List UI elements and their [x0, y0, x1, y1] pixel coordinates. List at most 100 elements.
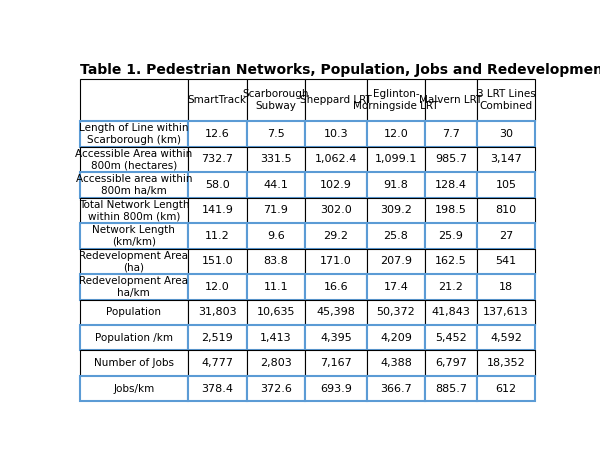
Bar [80, 325, 188, 350]
Text: Eglinton-
Morningside LRT: Eglinton- Morningside LRT [353, 89, 439, 111]
Bar [305, 147, 367, 172]
Text: 44.1: 44.1 [263, 180, 289, 190]
Text: Sheppard LRT: Sheppard LRT [300, 95, 372, 105]
Bar [80, 248, 188, 274]
Text: 31,803: 31,803 [198, 307, 236, 317]
Bar [188, 197, 247, 223]
Bar [188, 121, 247, 147]
Text: 541: 541 [496, 256, 517, 266]
Text: Network Length
(km/km): Network Length (km/km) [92, 225, 175, 247]
Text: 128.4: 128.4 [435, 180, 467, 190]
Text: 18: 18 [499, 282, 513, 292]
Text: Table 1. Pedestrian Networks, Population, Jobs and Redevelopment Opportunity: Table 1. Pedestrian Networks, Population… [80, 63, 600, 77]
Bar [477, 274, 535, 299]
Bar [80, 274, 188, 299]
Text: 11.1: 11.1 [263, 282, 288, 292]
Bar [80, 350, 188, 376]
Text: 5,452: 5,452 [435, 333, 467, 343]
Bar [367, 223, 425, 248]
Text: 4,388: 4,388 [380, 358, 412, 368]
Bar [188, 274, 247, 299]
Bar [305, 79, 367, 121]
Text: 102.9: 102.9 [320, 180, 352, 190]
Text: 309.2: 309.2 [380, 205, 412, 215]
Bar [247, 223, 305, 248]
Bar [188, 299, 247, 325]
Bar [367, 274, 425, 299]
Bar [367, 350, 425, 376]
Bar [80, 147, 188, 172]
Bar [247, 172, 305, 197]
Text: 25.8: 25.8 [383, 231, 409, 241]
Text: 171.0: 171.0 [320, 256, 352, 266]
Bar [188, 79, 247, 121]
Text: 331.5: 331.5 [260, 154, 292, 164]
Text: 10.3: 10.3 [323, 129, 348, 139]
Text: 12.0: 12.0 [383, 129, 409, 139]
Text: 12.0: 12.0 [205, 282, 230, 292]
Text: 162.5: 162.5 [435, 256, 467, 266]
Bar [367, 147, 425, 172]
Text: 985.7: 985.7 [435, 154, 467, 164]
Text: 4,209: 4,209 [380, 333, 412, 343]
Text: 105: 105 [496, 180, 517, 190]
Bar [247, 248, 305, 274]
Bar [80, 121, 188, 147]
Bar [477, 172, 535, 197]
Text: Accessible area within
800m ha/km: Accessible area within 800m ha/km [76, 174, 192, 196]
Text: 378.4: 378.4 [201, 384, 233, 394]
Text: 11.2: 11.2 [205, 231, 230, 241]
Bar [247, 197, 305, 223]
Text: 3 LRT Lines
Combined: 3 LRT Lines Combined [476, 89, 535, 111]
Text: 4,777: 4,777 [201, 358, 233, 368]
Bar [188, 223, 247, 248]
Bar [477, 350, 535, 376]
Text: Scarborough
Subway: Scarborough Subway [242, 89, 309, 111]
Text: 372.6: 372.6 [260, 384, 292, 394]
Bar [247, 121, 305, 147]
Text: 21.2: 21.2 [439, 282, 463, 292]
Bar [247, 325, 305, 350]
Bar [477, 325, 535, 350]
Text: 7.7: 7.7 [442, 129, 460, 139]
Text: 71.9: 71.9 [263, 205, 289, 215]
Bar [305, 274, 367, 299]
Text: Population /km: Population /km [95, 333, 173, 343]
Bar [305, 223, 367, 248]
Text: 18,352: 18,352 [487, 358, 526, 368]
Bar [477, 299, 535, 325]
Text: Redevelopment Area
ha/km: Redevelopment Area ha/km [79, 276, 188, 298]
Text: 27: 27 [499, 231, 513, 241]
Text: 2,803: 2,803 [260, 358, 292, 368]
Bar [425, 248, 477, 274]
Text: 366.7: 366.7 [380, 384, 412, 394]
Bar [80, 79, 188, 121]
Bar [425, 350, 477, 376]
Bar [305, 299, 367, 325]
Bar [247, 274, 305, 299]
Text: 3,147: 3,147 [490, 154, 522, 164]
Bar [367, 172, 425, 197]
Bar [188, 147, 247, 172]
Bar [80, 299, 188, 325]
Bar [367, 248, 425, 274]
Bar [425, 325, 477, 350]
Bar [188, 376, 247, 401]
Bar [367, 121, 425, 147]
Text: Number of Jobs: Number of Jobs [94, 358, 174, 368]
Text: 6,797: 6,797 [435, 358, 467, 368]
Text: 151.0: 151.0 [202, 256, 233, 266]
Text: 50,372: 50,372 [377, 307, 415, 317]
Bar [477, 121, 535, 147]
Text: 732.7: 732.7 [201, 154, 233, 164]
Text: 30: 30 [499, 129, 513, 139]
Bar [80, 223, 188, 248]
Bar [425, 274, 477, 299]
Text: 41,843: 41,843 [431, 307, 470, 317]
Text: 4,592: 4,592 [490, 333, 522, 343]
Bar [477, 248, 535, 274]
Bar [305, 197, 367, 223]
Text: Redevelopment Area
(ha): Redevelopment Area (ha) [79, 251, 188, 272]
Bar [305, 248, 367, 274]
Bar [477, 147, 535, 172]
